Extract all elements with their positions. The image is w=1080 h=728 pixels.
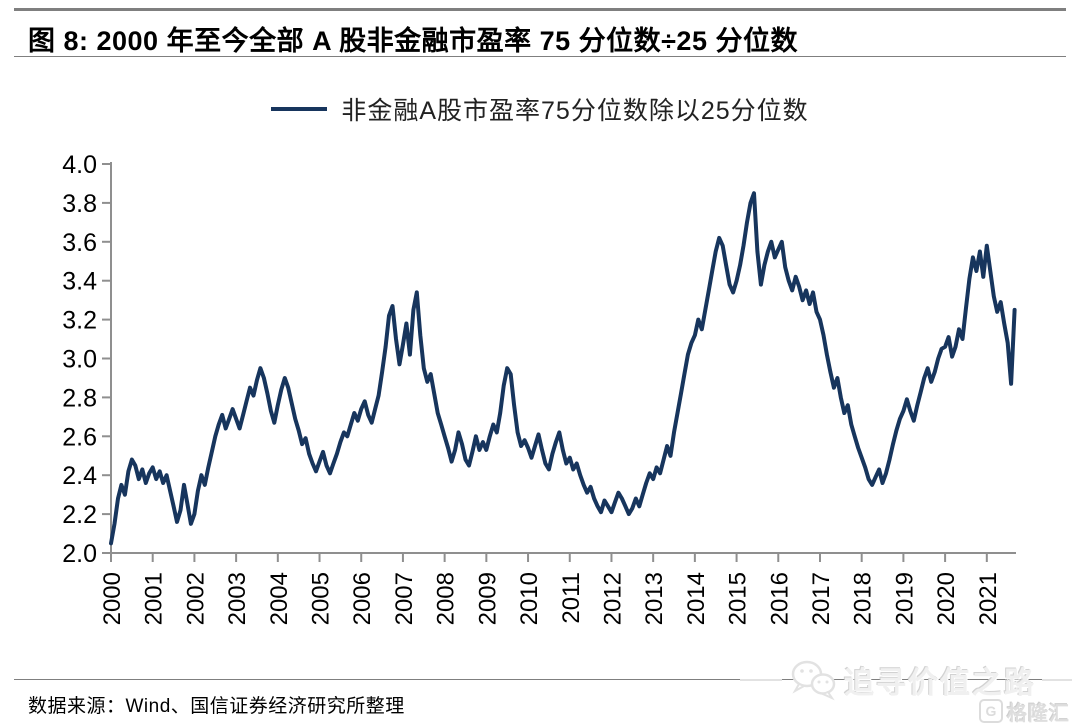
top-divider [14, 8, 1066, 11]
watermark-brand-row: G 格隆汇 [979, 699, 1070, 725]
x-tick-label: 2006 [349, 572, 376, 625]
legend-label: 非金融A股市盈率75分位数除以25分位数 [341, 97, 809, 125]
watermark-slogan-row: 追寻价值之路 [740, 658, 1072, 702]
x-tick-label: 2014 [683, 572, 710, 625]
watermark-left-line [740, 679, 782, 681]
x-tick-label: 2008 [433, 572, 460, 625]
x-tick-label: 2019 [891, 572, 918, 625]
wechat-icon [791, 660, 836, 701]
y-tick-label: 3.4 [62, 268, 97, 296]
source-divider [14, 679, 1066, 680]
y-tick-label: 2.6 [62, 423, 97, 451]
x-tick-label: 2009 [474, 572, 501, 625]
x-tick-label: 2018 [850, 572, 877, 625]
x-tick-label: 2017 [808, 572, 835, 625]
x-tick-label: 2001 [141, 572, 168, 625]
x-tick-label: 2021 [975, 572, 1002, 625]
x-tick-label: 2007 [391, 572, 418, 625]
x-tick-label: 2010 [516, 572, 543, 625]
watermark-right-line [1042, 679, 1072, 681]
y-tick-label: 2.2 [62, 501, 97, 529]
x-tick-label: 2013 [641, 572, 668, 625]
data-source-text: 数据来源：Wind、国信证券经济研究所整理 [28, 696, 405, 717]
y-tick-label: 4.0 [62, 151, 97, 179]
x-tick-label: 2004 [266, 572, 293, 625]
y-tick-label: 2.0 [62, 540, 97, 568]
title-divider [14, 56, 1066, 57]
gelonghui-logo-icon: G [979, 699, 1003, 723]
x-tick-label: 2020 [933, 572, 960, 625]
x-tick-label: 2002 [182, 572, 209, 625]
x-tick-label: 2000 [99, 572, 126, 625]
x-tick-label: 2016 [766, 572, 793, 625]
series-line [109, 191, 1017, 546]
x-tick-label: 2012 [599, 572, 626, 625]
y-tick-label: 3.2 [62, 307, 97, 335]
legend-line-marker [271, 107, 328, 111]
x-tick-label: 2005 [308, 572, 335, 625]
x-tick-label: 2011 [558, 572, 585, 624]
y-tick-label: 2.4 [62, 462, 97, 490]
legend: 非金融A股市盈率75分位数除以25分位数 [0, 92, 1080, 126]
y-tick-label: 3.8 [62, 190, 97, 218]
watermark-slogan: 追寻价值之路 [844, 667, 1036, 700]
y-tick-label: 3.0 [62, 346, 97, 374]
y-tick-label: 2.8 [62, 384, 97, 412]
figure-title: 图 8: 2000 年至今全部 A 股非金融市盈率 75 分位数÷25 分位数 [28, 26, 798, 56]
y-tick-label: 3.6 [62, 229, 97, 257]
gelonghui-brand-text: 格隆汇 [1007, 702, 1070, 725]
x-tick-label: 2003 [224, 572, 251, 625]
x-tick-label: 2015 [725, 572, 752, 625]
